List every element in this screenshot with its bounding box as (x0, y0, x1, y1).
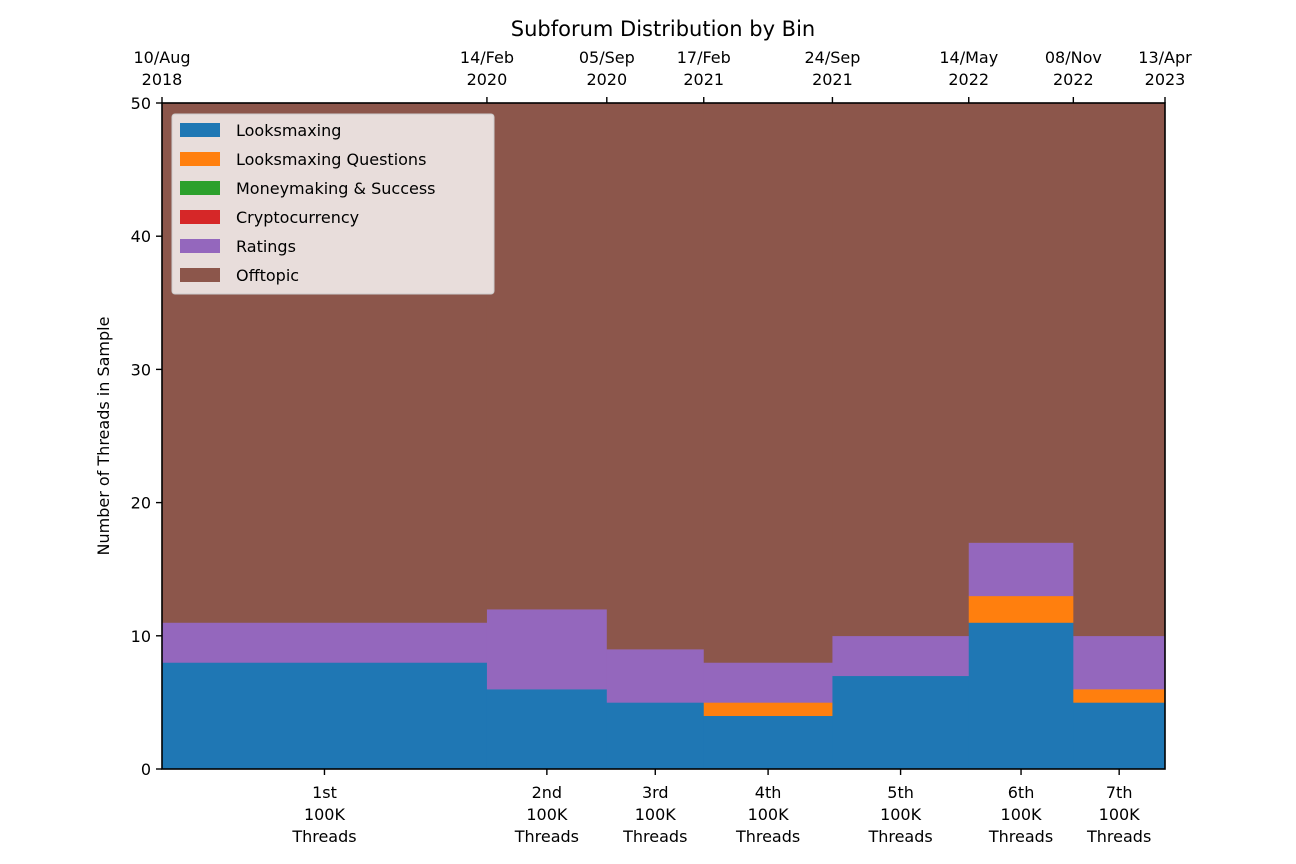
top-tick-label: 2022 (1053, 70, 1094, 89)
legend-label: Cryptocurrency (236, 208, 359, 227)
bottom-tick-label: 100K (1099, 805, 1141, 824)
bar-offtopic-bin-6 (968, 103, 1074, 543)
y-tick-label: 10 (131, 627, 151, 646)
bar-looksmaxing-bin-6 (968, 622, 1074, 770)
y-tick-label: 50 (131, 94, 151, 113)
bottom-tick-label: Threads (867, 827, 932, 846)
y-tick-label: 0 (141, 760, 151, 779)
top-tick-label: 2018 (142, 70, 183, 89)
bottom-tick-label: 100K (748, 805, 790, 824)
bottom-tick-label: Threads (988, 827, 1053, 846)
bottom-tick-label: Threads (514, 827, 579, 846)
legend-swatch (180, 181, 220, 195)
bar-looksmaxing-bin-1 (162, 662, 488, 770)
top-tick-label: 14/May (939, 48, 998, 67)
bars-layer (162, 103, 1166, 770)
top-tick-label: 2020 (586, 70, 627, 89)
top-tick-label: 17/Feb (677, 48, 731, 67)
legend-label: Looksmaxing Questions (236, 150, 426, 169)
chart-title: Subforum Distribution by Bin (511, 17, 815, 41)
bottom-tick-label: 100K (1001, 805, 1043, 824)
bottom-tick-label: 7th (1106, 783, 1133, 802)
bar-ratings-bin-5 (832, 635, 970, 677)
bar-offtopic-bin-4 (703, 103, 833, 663)
bar-offtopic-bin-2 (486, 103, 608, 610)
top-tick-label: 13/Apr (1138, 48, 1192, 67)
bar-looksmaxing-questions-bin-7 (1073, 689, 1166, 703)
legend-swatch (180, 123, 220, 137)
bar-ratings-bin-6 (968, 542, 1074, 597)
y-tick-label: 30 (131, 360, 151, 379)
bar-offtopic-bin-5 (832, 103, 970, 637)
y-axis-label: Number of Threads in Sample (94, 317, 113, 556)
bar-offtopic-bin-3 (606, 103, 705, 650)
bottom-tick-label: 1st (312, 783, 337, 802)
bottom-tick-label: Threads (622, 827, 687, 846)
top-tick-label: 2023 (1145, 70, 1186, 89)
bar-looksmaxing-bin-7 (1073, 702, 1166, 770)
plot-frame (161, 102, 1166, 770)
legend-swatch (180, 210, 220, 224)
bottom-tick-label: 100K (304, 805, 346, 824)
legend-label: Moneymaking & Success (236, 179, 436, 198)
bar-looksmaxing-bin-5 (832, 675, 970, 770)
bottom-tick-label: 100K (880, 805, 922, 824)
legend-label: Ratings (236, 237, 296, 256)
top-tick-label: 08/Nov (1045, 48, 1102, 67)
bottom-tick-label: Threads (291, 827, 356, 846)
legend: Looksmaxing Looksmaxing Questions Moneymak… (171, 113, 495, 295)
bar-looksmaxing-bin-4 (703, 715, 833, 770)
bottom-tick-label: 6th (1008, 783, 1035, 802)
bottom-tick-label: 3rd (642, 783, 669, 802)
top-x-axis: 10/Aug 2018 14/Feb 2020 05/Sep 2020 17/Feb 2021… (134, 48, 1192, 103)
legend-label: Offtopic (236, 266, 299, 285)
legend-swatch (180, 239, 220, 253)
bottom-x-axis: 1st 100K Threads 2nd 100K Threads 3rd 100K Threa… (291, 769, 1151, 846)
top-tick-label: 05/Sep (579, 48, 635, 67)
bar-offtopic-bin-7 (1073, 103, 1166, 637)
top-tick-label: 2021 (683, 70, 724, 89)
bar-looksmaxing-questions-bin-6 (968, 595, 1074, 623)
legend-box (171, 113, 495, 295)
top-tick-label: 10/Aug (134, 48, 191, 67)
legend-swatch (180, 152, 220, 166)
bar-ratings-bin-3 (606, 649, 705, 703)
bottom-tick-label: 5th (887, 783, 914, 802)
bar-ratings-bin-7 (1073, 635, 1166, 690)
legend-label: Looksmaxing (236, 121, 341, 140)
bar-looksmaxing-bin-3 (606, 702, 705, 770)
bottom-tick-label: 100K (526, 805, 568, 824)
y-axis: 0 10 20 30 40 50 (131, 94, 162, 779)
bottom-tick-label: Threads (735, 827, 800, 846)
bottom-tick-label: 2nd (532, 783, 562, 802)
bottom-tick-label: 100K (635, 805, 677, 824)
top-tick-label: 2020 (467, 70, 508, 89)
y-tick-label: 40 (131, 227, 151, 246)
bar-ratings-bin-1 (162, 622, 488, 663)
bottom-tick-label: 4th (755, 783, 782, 802)
top-tick-label: 24/Sep (804, 48, 860, 67)
legend-swatch (180, 268, 220, 282)
top-tick-label: 2021 (812, 70, 853, 89)
y-tick-label: 20 (131, 494, 151, 513)
top-tick-label: 14/Feb (460, 48, 514, 67)
bar-ratings-bin-4 (703, 662, 833, 703)
top-tick-label: 2022 (948, 70, 989, 89)
bottom-tick-label: Threads (1086, 827, 1151, 846)
bar-ratings-bin-2 (486, 609, 608, 690)
bar-looksmaxing-bin-2 (486, 689, 608, 770)
bar-looksmaxing-questions-bin-4 (703, 702, 833, 717)
